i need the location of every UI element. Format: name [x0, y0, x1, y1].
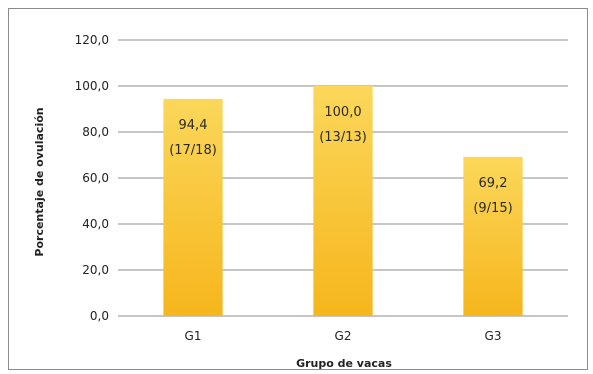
bar-g1: [163, 98, 223, 316]
y-tick-label: 0,0: [90, 309, 109, 323]
data-label-ratio: (17/18): [169, 143, 217, 158]
x-tick-label: G3: [485, 329, 502, 343]
y-tick-label: 60,0: [82, 171, 109, 185]
y-tick-label: 40,0: [82, 217, 109, 231]
data-label-ratio: (9/15): [473, 201, 512, 216]
y-tick-label: 100,0: [75, 79, 109, 93]
y-tick-label: 120,0: [75, 33, 109, 47]
bar-g3: [463, 156, 523, 316]
data-label-value: 94,4: [179, 118, 208, 133]
data-label-value: 69,2: [479, 176, 508, 191]
x-axis-title: Grupo de vacas: [296, 357, 392, 370]
x-tick-label: G1: [185, 329, 202, 343]
bar-g2: [313, 86, 373, 316]
y-tick-labels: 0,0 20,0 40,0 60,0 80,0 100,0 120,0: [75, 33, 109, 323]
data-labels: 94,4 (17/18) 100,0 (13/13) 69,2 (9/15): [169, 105, 512, 216]
x-tick-labels: G1 G2 G3: [185, 329, 502, 343]
x-tick-label: G2: [335, 329, 352, 343]
y-axis-title: Porcentaje de ovulación: [33, 107, 46, 256]
y-tick-label: 20,0: [82, 263, 109, 277]
data-label-value: 100,0: [324, 105, 361, 120]
y-tick-label: 80,0: [82, 125, 109, 139]
bars: [163, 86, 523, 316]
data-label-ratio: (13/13): [319, 130, 367, 145]
